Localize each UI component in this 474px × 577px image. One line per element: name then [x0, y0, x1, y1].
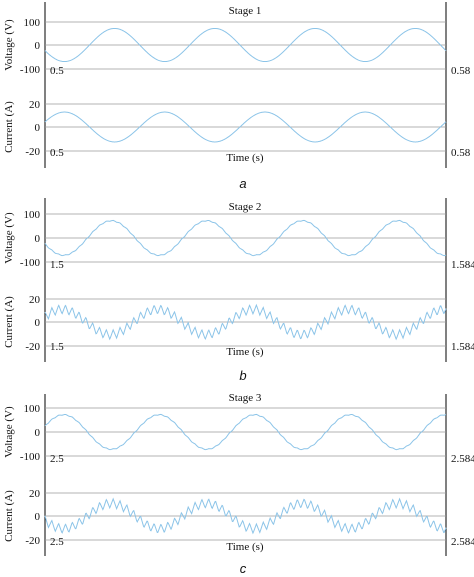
current-series-line	[44, 111, 447, 143]
current-axis-label: Current (A)	[3, 101, 15, 153]
voltage-tick-label: 0	[35, 233, 41, 245]
current-series-line	[44, 303, 447, 341]
voltage-x-end-label: 0.58	[451, 65, 471, 77]
stage-panel-a: Stage 1 100 0 -100 Voltage (V) 0.5 0.58 20 0 -20 C…	[3, 2, 471, 191]
current-tick-label: -20	[25, 146, 40, 158]
current-tick-label: -20	[25, 341, 40, 353]
current-series-line	[44, 497, 447, 535]
stage-title: Stage 2	[229, 201, 262, 213]
current-x-start-label: 2.5	[50, 536, 64, 548]
stage-title: Stage 1	[229, 5, 262, 17]
voltage-x-end-label: 2.584	[451, 453, 474, 465]
voltage-x-start-label: 0.5	[50, 65, 64, 77]
voltage-tick-label: 100	[24, 209, 41, 221]
panel-label: b	[239, 368, 246, 383]
voltage-tick-label: -100	[20, 257, 41, 269]
panel-label: c	[240, 561, 247, 576]
current-tick-label: 0	[35, 317, 41, 329]
current-tick-label: 20	[29, 488, 41, 500]
current-x-start-label: 1.5	[50, 341, 64, 353]
voltage-tick-label: -100	[20, 451, 41, 463]
voltage-tick-label: 100	[24, 403, 41, 415]
current-tick-label: -20	[25, 535, 40, 547]
voltage-tick-label: 100	[24, 17, 41, 29]
current-axis-label: Current (A)	[3, 296, 15, 348]
voltage-x-end-label: 1.584	[451, 259, 474, 271]
voltage-axis-label: Voltage (V)	[3, 19, 15, 71]
current-x-end-label: 0.58	[451, 147, 471, 159]
current-tick-label: 20	[29, 99, 41, 111]
stage-panel-b: Stage 2 100 0 -100 Voltage (V) 1.5 1.584 20 0 -20…	[3, 198, 474, 383]
voltage-tick-label: 0	[35, 40, 41, 52]
stage-panel-c: Stage 3 100 0 -100 Voltage (V) 2.5 2.584 20 0 -20…	[3, 392, 474, 576]
voltage-series-line	[44, 413, 447, 451]
current-tick-label: 0	[35, 511, 41, 523]
x-axis-label: Time (s)	[226, 152, 264, 164]
voltage-series-line	[44, 27, 447, 63]
current-x-start-label: 0.5	[50, 147, 64, 159]
current-axis-label: Current (A)	[3, 490, 15, 542]
voltage-x-start-label: 2.5	[50, 453, 64, 465]
current-x-end-label: 1.584	[451, 341, 474, 353]
voltage-tick-label: 0	[35, 427, 41, 439]
x-axis-label: Time (s)	[226, 346, 264, 358]
voltage-axis-label: Voltage (V)	[3, 212, 15, 264]
voltage-axis-label: Voltage (V)	[3, 406, 15, 458]
voltage-x-start-label: 1.5	[50, 259, 64, 271]
panel-label: a	[239, 176, 246, 191]
x-axis-label: Time (s)	[226, 541, 264, 553]
voltage-tick-label: -100	[20, 64, 41, 76]
current-tick-label: 20	[29, 294, 41, 306]
current-x-end-label: 2.584	[451, 536, 474, 548]
voltage-series-line	[44, 219, 447, 257]
stage-title: Stage 3	[229, 392, 262, 404]
current-tick-label: 0	[35, 122, 41, 134]
